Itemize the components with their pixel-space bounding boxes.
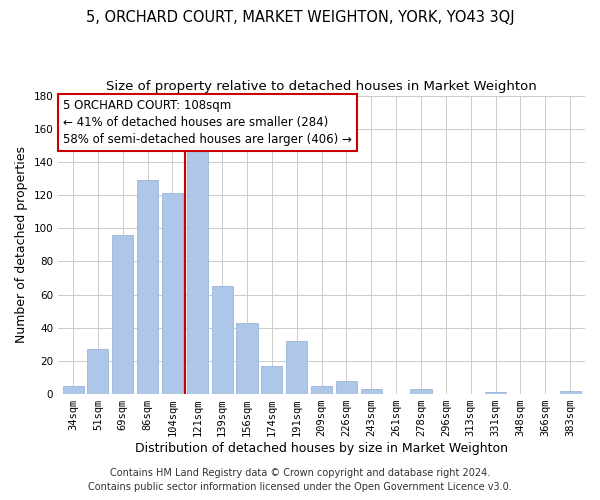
- Bar: [212, 286, 233, 394]
- Bar: [88, 350, 109, 394]
- Text: 5 ORCHARD COURT: 108sqm
← 41% of detached houses are smaller (284)
58% of semi-d: 5 ORCHARD COURT: 108sqm ← 41% of detache…: [63, 99, 352, 146]
- Bar: [187, 146, 208, 394]
- Bar: [485, 392, 506, 394]
- Bar: [236, 323, 257, 394]
- Bar: [137, 180, 158, 394]
- Bar: [262, 366, 283, 394]
- Bar: [560, 391, 581, 394]
- Bar: [361, 389, 382, 394]
- Bar: [336, 381, 357, 394]
- X-axis label: Distribution of detached houses by size in Market Weighton: Distribution of detached houses by size …: [135, 442, 508, 455]
- Bar: [410, 389, 431, 394]
- Bar: [112, 235, 133, 394]
- Text: 5, ORCHARD COURT, MARKET WEIGHTON, YORK, YO43 3QJ: 5, ORCHARD COURT, MARKET WEIGHTON, YORK,…: [86, 10, 514, 25]
- Bar: [286, 341, 307, 394]
- Bar: [162, 194, 183, 394]
- Text: Contains HM Land Registry data © Crown copyright and database right 2024.
Contai: Contains HM Land Registry data © Crown c…: [88, 468, 512, 492]
- Bar: [311, 386, 332, 394]
- Bar: [62, 386, 83, 394]
- Title: Size of property relative to detached houses in Market Weighton: Size of property relative to detached ho…: [106, 80, 537, 93]
- Y-axis label: Number of detached properties: Number of detached properties: [15, 146, 28, 344]
